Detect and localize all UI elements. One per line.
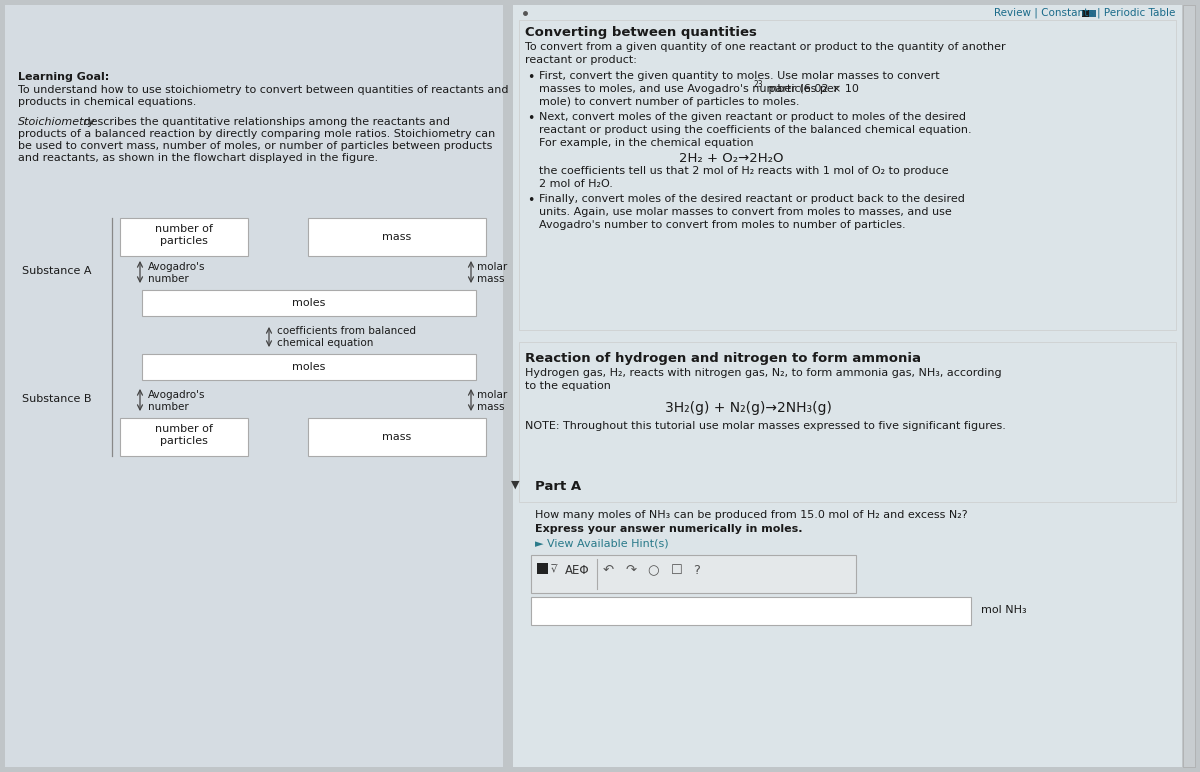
Text: reactant or product:: reactant or product: bbox=[526, 55, 637, 65]
Text: number of
particles: number of particles bbox=[155, 224, 212, 245]
Text: moles: moles bbox=[293, 362, 325, 372]
Text: First, convert the given quantity to moles. Use molar masses to convert: First, convert the given quantity to mol… bbox=[539, 71, 940, 81]
Text: chemical equation: chemical equation bbox=[277, 338, 373, 348]
Text: particles per: particles per bbox=[766, 84, 839, 94]
Text: Reaction of hydrogen and nitrogen to form ammonia: Reaction of hydrogen and nitrogen to for… bbox=[526, 352, 922, 365]
Text: mass: mass bbox=[383, 432, 412, 442]
Text: 23: 23 bbox=[754, 80, 763, 89]
FancyBboxPatch shape bbox=[1082, 10, 1090, 17]
Text: Review | Constants | Periodic Table: Review | Constants | Periodic Table bbox=[994, 8, 1175, 19]
Text: Substance A: Substance A bbox=[22, 266, 91, 276]
FancyBboxPatch shape bbox=[520, 20, 1176, 330]
FancyBboxPatch shape bbox=[142, 290, 476, 316]
Text: molar
mass: molar mass bbox=[478, 390, 508, 411]
Text: mol NH₃: mol NH₃ bbox=[982, 605, 1027, 615]
FancyBboxPatch shape bbox=[142, 354, 476, 380]
FancyBboxPatch shape bbox=[1183, 5, 1195, 767]
Text: Avogadro's number to convert from moles to number of particles.: Avogadro's number to convert from moles … bbox=[539, 220, 906, 230]
FancyBboxPatch shape bbox=[120, 218, 248, 256]
Text: products in chemical equations.: products in chemical equations. bbox=[18, 97, 197, 107]
Text: ?: ? bbox=[694, 564, 700, 577]
Text: Learning Goal:: Learning Goal: bbox=[18, 72, 109, 82]
FancyBboxPatch shape bbox=[530, 555, 856, 593]
Text: products of a balanced reaction by directly comparing mole ratios. Stoichiometry: products of a balanced reaction by direc… bbox=[18, 129, 496, 139]
Text: masses to moles, and use Avogadro's number (6.02 × 10: masses to moles, and use Avogadro's numb… bbox=[539, 84, 859, 94]
Text: 3H₂(g) + N₂(g)→2NH₃(g): 3H₂(g) + N₂(g)→2NH₃(g) bbox=[665, 401, 832, 415]
Text: coefficients from balanced: coefficients from balanced bbox=[277, 326, 416, 336]
Text: Next, convert moles of the given reactant or product to moles of the desired: Next, convert moles of the given reactan… bbox=[539, 112, 966, 122]
Text: √̅: √̅ bbox=[551, 564, 558, 574]
Text: moles: moles bbox=[293, 298, 325, 308]
Text: 2H₂ + O₂→2H₂O: 2H₂ + O₂→2H₂O bbox=[679, 152, 784, 165]
Text: ☐: ☐ bbox=[671, 564, 683, 577]
Text: number of
particles: number of particles bbox=[155, 424, 212, 445]
FancyBboxPatch shape bbox=[538, 563, 548, 574]
Text: Hydrogen gas, H₂, reacts with nitrogen gas, N₂, to form ammonia gas, NH₃, accord: Hydrogen gas, H₂, reacts with nitrogen g… bbox=[526, 368, 1002, 378]
FancyBboxPatch shape bbox=[308, 218, 486, 256]
FancyBboxPatch shape bbox=[530, 597, 971, 625]
Text: To understand how to use stoichiometry to convert between quantities of reactant: To understand how to use stoichiometry t… bbox=[18, 85, 509, 95]
Text: and reactants, as shown in the flowchart displayed in the figure.: and reactants, as shown in the flowchart… bbox=[18, 153, 378, 163]
Text: How many moles of NH₃ can be produced from 15.0 mol of H₂ and excess N₂?: How many moles of NH₃ can be produced fr… bbox=[535, 510, 967, 520]
FancyBboxPatch shape bbox=[5, 5, 503, 767]
Text: •: • bbox=[527, 194, 534, 207]
Text: Express your answer numerically in moles.: Express your answer numerically in moles… bbox=[535, 524, 803, 534]
Text: To convert from a given quantity of one reactant or product to the quantity of a: To convert from a given quantity of one … bbox=[526, 42, 1006, 52]
Text: mass: mass bbox=[383, 232, 412, 242]
Text: For example, in the chemical equation: For example, in the chemical equation bbox=[539, 138, 754, 148]
FancyBboxPatch shape bbox=[520, 342, 1176, 502]
Text: Substance B: Substance B bbox=[22, 394, 91, 404]
FancyBboxPatch shape bbox=[308, 418, 486, 456]
Text: Avogadro's
number: Avogadro's number bbox=[148, 390, 205, 411]
Text: to the equation: to the equation bbox=[526, 381, 611, 391]
Text: units. Again, use molar masses to convert from moles to masses, and use: units. Again, use molar masses to conver… bbox=[539, 207, 952, 217]
Text: AEΦ: AEΦ bbox=[565, 564, 589, 577]
Text: be used to convert mass, number of moles, or number of particles between product: be used to convert mass, number of moles… bbox=[18, 141, 492, 151]
Text: reactant or product using the coefficients of the balanced chemical equation.: reactant or product using the coefficien… bbox=[539, 125, 972, 135]
Text: ↶: ↶ bbox=[604, 564, 614, 577]
Text: ► View Available Hint(s): ► View Available Hint(s) bbox=[535, 539, 668, 549]
FancyBboxPatch shape bbox=[120, 418, 248, 456]
Text: Avogadro's
number: Avogadro's number bbox=[148, 262, 205, 283]
FancyBboxPatch shape bbox=[514, 5, 1182, 767]
Text: NOTE: Throughout this tutorial use molar masses expressed to five significant fi: NOTE: Throughout this tutorial use molar… bbox=[526, 421, 1006, 431]
Text: 2 mol of H₂O.: 2 mol of H₂O. bbox=[539, 179, 613, 189]
Text: •: • bbox=[527, 71, 534, 84]
Text: mole) to convert number of particles to moles.: mole) to convert number of particles to … bbox=[539, 97, 799, 107]
Text: ○: ○ bbox=[647, 564, 659, 577]
Text: Part A: Part A bbox=[535, 480, 581, 493]
Text: molar
mass: molar mass bbox=[478, 262, 508, 283]
FancyBboxPatch shape bbox=[1090, 10, 1096, 17]
Text: Converting between quantities: Converting between quantities bbox=[526, 26, 757, 39]
Text: ▼: ▼ bbox=[511, 480, 520, 490]
Text: the coefficients tell us that 2 mol of H₂ reacts with 1 mol of O₂ to produce: the coefficients tell us that 2 mol of H… bbox=[539, 166, 949, 176]
Text: •: • bbox=[527, 112, 534, 125]
Text: describes the quantitative relationships among the reactants and: describes the quantitative relationships… bbox=[80, 117, 450, 127]
Text: ↷: ↷ bbox=[625, 564, 636, 577]
Text: Finally, convert moles of the desired reactant or product back to the desired: Finally, convert moles of the desired re… bbox=[539, 194, 965, 204]
Text: Stoichiometry: Stoichiometry bbox=[18, 117, 96, 127]
